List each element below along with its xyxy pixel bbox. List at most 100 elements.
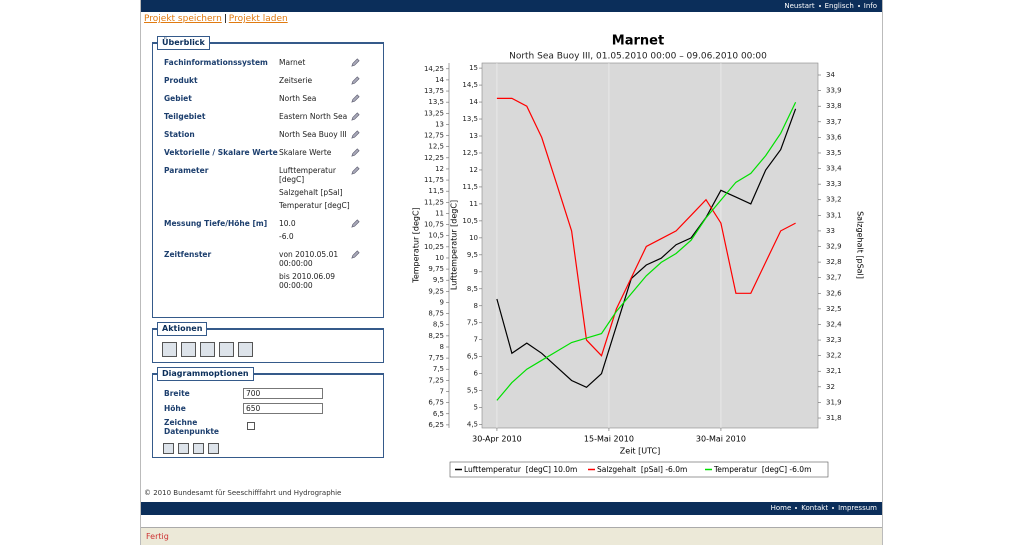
y3-tick-label: 6,25: [428, 421, 444, 429]
y3-tick-label: 6,75: [428, 399, 444, 407]
y3-tick-label: 13,5: [428, 98, 444, 106]
row-value: Lufttemperatur [degC]: [279, 166, 336, 184]
edit-icon[interactable]: [351, 219, 365, 245]
icon-grid[interactable]: [219, 342, 234, 357]
y-tick-label: 7,5: [467, 319, 478, 327]
row-values: North Sea Buoy III: [279, 130, 351, 143]
icon-pdf[interactable]: [193, 443, 204, 454]
y2-axis-title: Salzgehalt [pSal]: [856, 211, 865, 279]
edit-icon[interactable]: [351, 94, 365, 107]
y2-tick-label: 33,5: [826, 149, 842, 157]
row-label: Teilgebiet: [164, 112, 206, 121]
separator: [224, 14, 226, 23]
overview-row: Messung Tiefe/Höhe [m] 10.0 -6.0: [164, 219, 365, 245]
status-bar: Fertig: [141, 527, 882, 545]
overview-row: Fachinformationssystem Marnet: [164, 58, 365, 71]
row-values: Eastern North Sea: [279, 112, 351, 125]
edit-icon[interactable]: [351, 166, 365, 214]
series-line: [496, 97, 796, 357]
overview-rows: Fachinformationssystem Marnet Produkt Zeits…: [164, 58, 365, 299]
y-tick-label: 13: [469, 132, 478, 140]
edit-icon[interactable]: [351, 76, 365, 89]
overview-row: Parameter Lufttemperatur [degC] Salzgehalt…: [164, 166, 365, 214]
row-value: Skalare Werte: [279, 148, 332, 157]
icon-bars[interactable]: [200, 342, 215, 357]
edit-icon[interactable]: [351, 58, 365, 71]
y3-tick-label: 7,25: [428, 376, 444, 384]
row-value: 10.0: [279, 219, 296, 228]
y-tick-label: 14: [469, 98, 478, 106]
y2-tick-label: 32,7: [826, 274, 842, 282]
y2-tick-label: 32,4: [826, 320, 842, 328]
save-link[interactable]: Projekt speichern: [144, 14, 222, 24]
y2-tick-label: 32: [826, 383, 835, 391]
nav-link[interactable]: Neustart: [784, 2, 815, 10]
top-nav: Neustart Englisch Info: [141, 0, 882, 12]
y-tick-label: 12,5: [462, 149, 478, 157]
y3-tick-label: 9,25: [428, 287, 444, 295]
width-input[interactable]: 700: [243, 388, 323, 399]
height-input[interactable]: 650: [243, 403, 323, 414]
row-values: Zeitserie: [279, 76, 351, 89]
y2-tick-label: 33,8: [826, 102, 842, 110]
row-label: Zeitfenster: [164, 250, 212, 259]
icon-png[interactable]: [178, 443, 189, 454]
field-label: Höhe: [164, 404, 186, 413]
icon-table[interactable]: [181, 342, 196, 357]
row-value: Zeitserie: [279, 76, 313, 85]
y3-tick-label: 12: [435, 165, 444, 173]
row-values: von 2010.05.01 00:00:00 bis 2010.06.09 00…: [279, 250, 351, 294]
edit-icon[interactable]: [351, 148, 365, 161]
overview-row: Zeitfenster von 2010.05.01 00:00:00 bis 20…: [164, 250, 365, 294]
nav-link[interactable]: Home: [770, 504, 792, 512]
edit-icon[interactable]: [351, 130, 365, 143]
legend-box: [449, 461, 829, 478]
separator-dot: [818, 5, 821, 7]
icon-refresh[interactable]: [163, 443, 174, 454]
icon-print[interactable]: [208, 443, 219, 454]
y-tick-label: 13,5: [462, 115, 478, 123]
y2-tick-label: 33,1: [826, 211, 842, 219]
overview-row: Teilgebiet Eastern North Sea: [164, 112, 365, 125]
field-label: Zeichne Datenpunkte: [164, 418, 220, 436]
y3-tick-label: 14,25: [424, 65, 444, 73]
y2-tick-label: 33,6: [826, 133, 842, 141]
toolbar: Projekt speichern Projekt laden: [144, 14, 288, 24]
icon-export[interactable]: [238, 342, 253, 357]
options-panel: Diagrammoptionen Breite 700 Höhe 650 Zei…: [152, 367, 384, 458]
panel-title: Aktionen: [157, 322, 208, 336]
load-link[interactable]: Projekt laden: [228, 14, 288, 24]
row-label: Vektorielle / Skalare Werte: [164, 148, 278, 157]
y3-tick-label: 13,25: [424, 109, 444, 117]
nav-link[interactable]: Info: [863, 2, 877, 10]
row-label: Fachinformationssystem: [164, 58, 268, 67]
y3-tick-label: 11,5: [428, 187, 444, 195]
y2-tick-label: 32,8: [826, 258, 842, 266]
y3-tick-label: 7,75: [428, 354, 444, 362]
y2-tick-label: 32,6: [826, 289, 842, 297]
y2-tick-label: 31,9: [826, 398, 842, 406]
edit-icon[interactable]: [351, 112, 365, 125]
overview-row: Produkt Zeitserie: [164, 76, 365, 89]
y3-tick-label: 12,5: [428, 143, 444, 151]
x-axis-title: Zeit [UTC]: [620, 447, 660, 456]
checkbox[interactable]: [247, 422, 255, 430]
row-values: North Sea: [279, 94, 351, 107]
y3-tick-label: 11,25: [424, 198, 444, 206]
nav-link[interactable]: Kontakt: [801, 504, 829, 512]
y3-tick-label: 12,25: [424, 154, 444, 162]
nav-link[interactable]: Englisch: [824, 2, 854, 10]
y-tick-label: 14,5: [462, 81, 478, 89]
edit-icon[interactable]: [351, 250, 365, 294]
nav-link[interactable]: Impressum: [838, 504, 877, 512]
y-tick-label: 8,5: [467, 285, 478, 293]
x-tick-label: 30-Mai 2010: [696, 435, 746, 444]
y3-tick-label: 13: [435, 120, 444, 128]
y-tick-label: 5,5: [467, 387, 478, 395]
y-tick-label: 9,5: [467, 251, 478, 259]
option-icons: [163, 439, 223, 458]
icon-chart[interactable]: [162, 342, 177, 357]
footer-nav: Home Kontakt Impressum: [141, 502, 882, 515]
